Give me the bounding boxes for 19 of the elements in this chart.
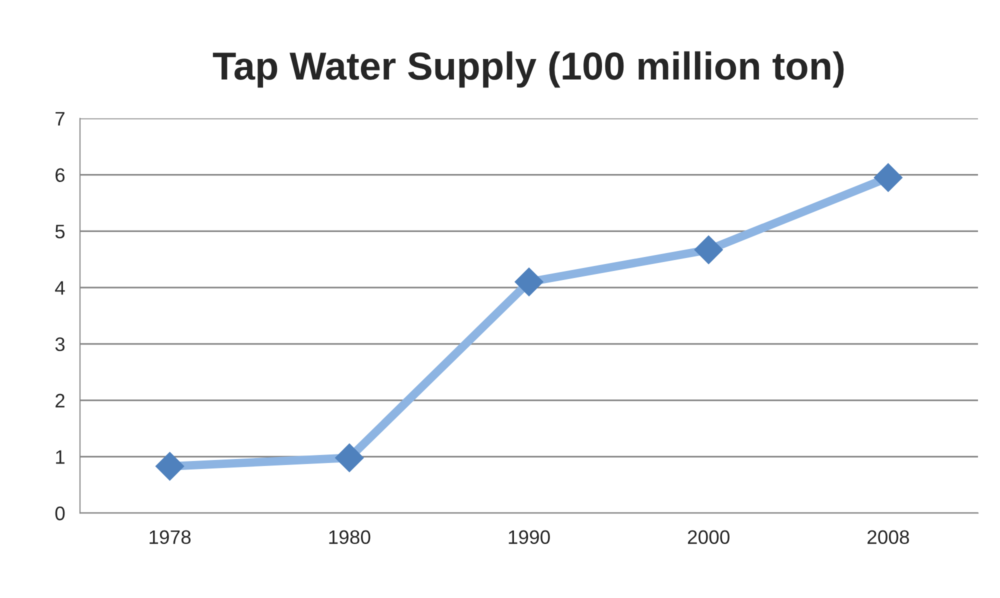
point: [874, 163, 903, 192]
chart-title: Tap Water Supply (100 million ton): [212, 51, 844, 88]
y-tick-label: 2: [56, 394, 64, 408]
y-tick-label: 3: [55, 337, 65, 352]
x-tick-label: 1978: [150, 530, 191, 544]
y-tick-label: 5: [55, 224, 65, 238]
point: [694, 235, 724, 264]
y-tick-label: 4: [55, 281, 65, 295]
x-tick-label: 1980: [329, 530, 370, 544]
x-tick-label: 2008: [868, 530, 909, 544]
point: [334, 443, 364, 472]
y-tick-label: 7: [56, 112, 64, 126]
y-tick-label: 0: [55, 506, 65, 520]
x-tick-label: 1990: [508, 530, 550, 544]
y-tick-label: 6: [56, 168, 65, 182]
y-tick-label: 1: [56, 450, 64, 464]
x-tick-label: 2000: [688, 530, 730, 544]
point: [155, 452, 184, 481]
point: [514, 267, 544, 296]
